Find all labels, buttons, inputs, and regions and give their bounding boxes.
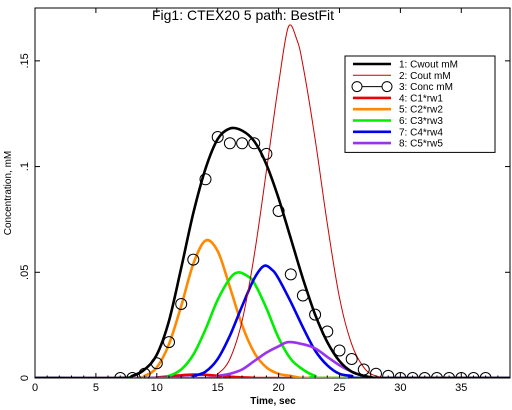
legend-item: 6: C3*rw3 <box>353 116 443 127</box>
data-point-marker <box>394 372 407 378</box>
data-point-marker <box>150 357 163 370</box>
data-point-marker <box>260 147 273 160</box>
data-point-marker <box>309 308 322 321</box>
data-point-marker <box>138 367 151 378</box>
legend-item: 4: C1*rw1 <box>353 93 443 104</box>
legend-label: 2: Cout mM <box>399 71 451 82</box>
data-point-marker <box>357 363 370 376</box>
series-line-2 <box>35 24 510 378</box>
y-tick-label: .15 <box>19 53 31 68</box>
data-point-marker <box>211 131 224 143</box>
x-tick-label: 15 <box>212 382 224 394</box>
y-tick-label: .05 <box>19 265 31 280</box>
data-point-marker <box>175 298 188 310</box>
legend-item: 1: Cwout mM <box>353 60 458 71</box>
data-point-marker <box>223 137 236 150</box>
data-point-marker <box>248 137 261 150</box>
data-point-marker <box>296 289 309 302</box>
legend: 1: Cwout mM2: Cout mM3: Conc mM4: C1*rw1… <box>344 55 496 153</box>
legend-label: 1: Cwout mM <box>399 60 458 71</box>
data-point-marker <box>199 173 212 186</box>
y-tick-label: .1 <box>19 162 31 171</box>
legend-label: 7: C4*rw4 <box>399 127 443 138</box>
axis-ticks: 0 5 10 15 20 25 30 35 0 .05 .1 .15 <box>19 8 510 394</box>
legend-label: 4: C1*rw1 <box>399 93 443 104</box>
plot-area <box>35 24 510 378</box>
data-point-marker <box>443 372 456 378</box>
legend-label: 6: C3*rw3 <box>399 116 443 127</box>
legend-item: 8: C5*rw5 <box>353 139 443 150</box>
legend-item: 5: C2*rw2 <box>353 105 443 116</box>
x-tick-label: 35 <box>455 382 467 394</box>
series-conc-markers <box>114 131 492 378</box>
series-line-5 <box>35 238 510 378</box>
data-point-marker <box>345 353 358 365</box>
series-line-1 <box>35 126 510 378</box>
legend-item: 2: Cout mM <box>353 71 451 82</box>
data-point-marker <box>284 268 297 281</box>
legend-box <box>344 55 496 153</box>
data-point-marker <box>272 205 285 217</box>
data-point-marker <box>382 369 395 378</box>
series-line-7 <box>35 264 510 378</box>
legend-item: 7: C4*rw4 <box>353 127 443 138</box>
y-tick-label: 0 <box>19 375 31 381</box>
x-tick-label: 0 <box>32 382 38 394</box>
data-point-marker <box>430 372 443 378</box>
data-point-marker <box>126 372 139 378</box>
legend-item: 3: Conc mM <box>351 81 453 93</box>
x-tick-label: 5 <box>93 382 99 394</box>
data-point-marker <box>163 336 175 349</box>
data-point-marker <box>467 372 480 378</box>
legend-label: 8: C5*rw5 <box>399 139 443 150</box>
data-point-marker <box>236 137 249 150</box>
data-point-marker <box>406 372 419 378</box>
legend-marker <box>381 81 393 93</box>
x-tick-label: 30 <box>394 382 406 394</box>
y-axis-label: Concentration, mM <box>3 151 14 235</box>
x-tick-label: 25 <box>333 382 345 394</box>
data-point-marker <box>418 372 431 378</box>
data-point-marker <box>333 344 346 357</box>
data-point-marker <box>187 253 200 266</box>
x-tick-label: 10 <box>151 382 163 394</box>
x-axis-label: Time, sec <box>250 396 296 407</box>
data-point-marker <box>455 372 468 378</box>
legend-label: 3: Conc mM <box>399 82 453 93</box>
data-point-marker <box>114 372 127 378</box>
x-tick-label: 20 <box>272 382 284 394</box>
series-line-6 <box>35 270 510 378</box>
legend-label: 5: C2*rw2 <box>399 105 443 116</box>
chart-title: Fig1: CTEX20 5 path: BestFit <box>152 7 334 23</box>
legend-marker <box>351 81 363 93</box>
data-point-marker <box>479 372 492 378</box>
data-point-marker <box>321 325 334 338</box>
data-point-marker <box>370 367 382 378</box>
